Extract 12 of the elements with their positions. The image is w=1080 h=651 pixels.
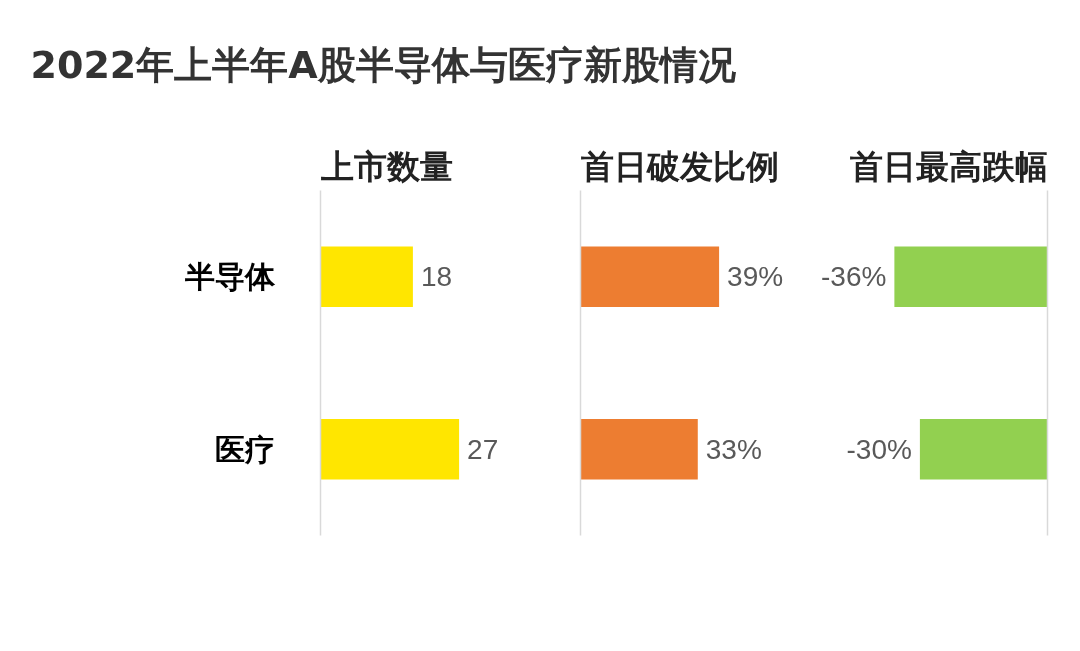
text: 2022年上半年A股半导体与医疗新股情况 [30, 42, 736, 87]
y-tick-label: 半导体 [183, 259, 276, 295]
data-label: 39% [727, 261, 784, 293]
data-label: -36% [821, 261, 887, 293]
chart-title: 上市数量 [319, 146, 453, 186]
chart-title: 首日最高跌幅 [849, 146, 1048, 186]
data-label: 33% [705, 433, 762, 465]
data-label: -30% [846, 433, 912, 465]
data-label: 18 [420, 261, 453, 293]
y-tick-label: 医疗 [214, 431, 275, 467]
chart-title: 首日破发比例 [580, 146, 779, 186]
data-label: 27 [467, 433, 499, 465]
